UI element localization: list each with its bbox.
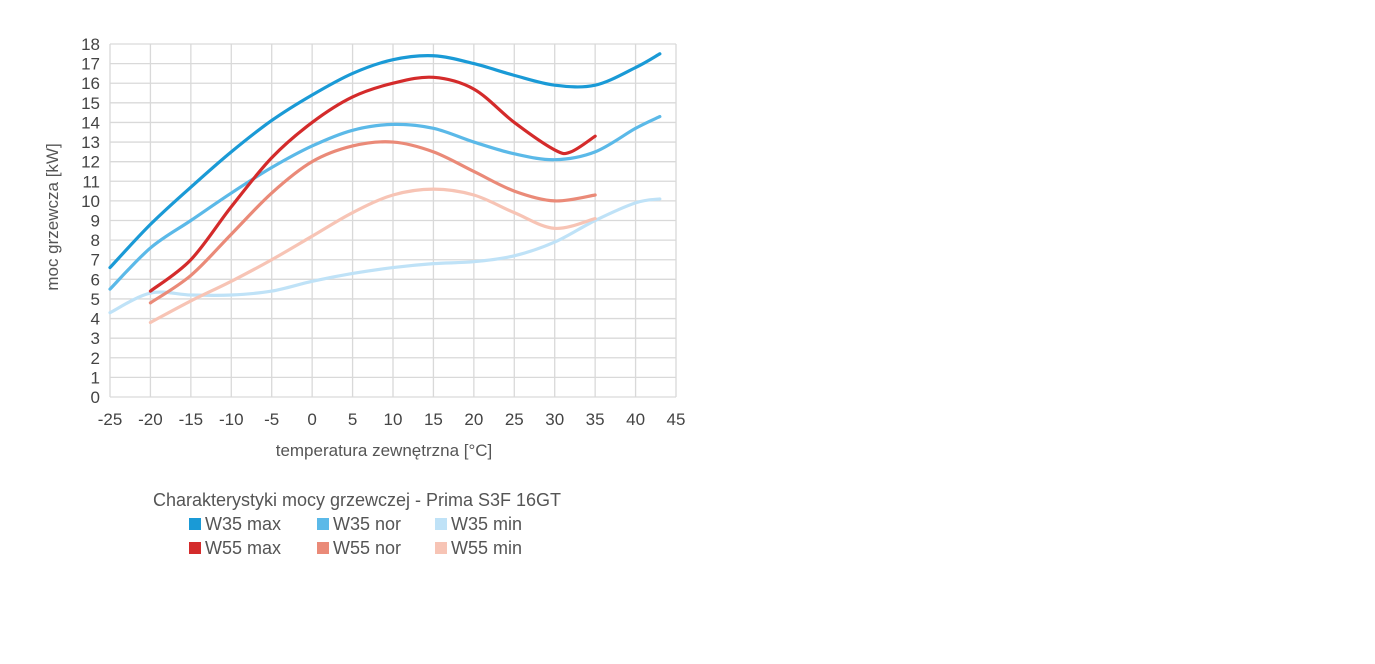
chart-title: Charakterystyki mocy grzewczej - Prima S…	[153, 490, 561, 510]
x-tick-label: 45	[667, 410, 686, 429]
legend-swatch	[189, 518, 201, 530]
y-axis-title: moc grzewcza [kW]	[43, 143, 62, 290]
series-line-w55-min	[148, 187, 597, 325]
legend-label: W55 min	[451, 538, 522, 558]
x-tick-label: 30	[545, 410, 564, 429]
legend-swatch	[435, 518, 447, 530]
y-tick-label: 1	[91, 368, 100, 387]
legend-label: W35 max	[205, 514, 281, 534]
y-tick-label: 0	[91, 388, 100, 407]
y-tick-label: 6	[91, 270, 100, 289]
y-tick-label: 5	[91, 290, 100, 309]
y-tick-label: 4	[91, 310, 100, 329]
legend-swatch	[189, 542, 201, 554]
x-tick-label: -25	[98, 410, 123, 429]
y-tick-label: 14	[81, 113, 100, 132]
legend: W35 max W35 nor W35 min W55 max W55 nor W55 m…	[189, 514, 522, 558]
x-tick-label: 0	[307, 410, 316, 429]
y-tick-label: 3	[91, 329, 100, 348]
series-line-w55-nor	[148, 140, 597, 305]
y-tick-label: 16	[81, 74, 100, 93]
legend-label: W35 nor	[333, 514, 401, 534]
y-tick-label: 7	[91, 251, 100, 270]
series-line-w55-max	[148, 75, 597, 293]
x-axis-ticks: -25 -20 -15 -10 -5 0 5 10 15 20 25 30 35 40 45	[98, 410, 686, 429]
y-tick-label: 17	[81, 55, 100, 74]
x-axis-title: temperatura zewnętrzna [°C]	[276, 441, 493, 460]
x-tick-label: -10	[219, 410, 244, 429]
legend-label: W55 max	[205, 538, 281, 558]
y-tick-label: 2	[91, 349, 100, 368]
legend-swatch	[317, 518, 329, 530]
x-tick-label: -20	[138, 410, 163, 429]
series-line-w35-nor	[108, 114, 662, 291]
x-tick-label: 15	[424, 410, 443, 429]
legend-label: W55 nor	[333, 538, 401, 558]
x-tick-label: 20	[464, 410, 483, 429]
y-tick-label: 8	[91, 231, 100, 250]
y-tick-label: 13	[81, 133, 100, 152]
x-tick-label: -5	[264, 410, 279, 429]
series-lines	[108, 52, 662, 325]
y-tick-label: 15	[81, 94, 100, 113]
y-tick-label: 10	[81, 192, 100, 211]
x-tick-label: 5	[348, 410, 357, 429]
x-tick-label: 40	[626, 410, 645, 429]
series-line-w35-max	[108, 52, 662, 270]
y-tick-label: 18	[81, 35, 100, 54]
x-tick-label: -15	[179, 410, 204, 429]
x-tick-label: 10	[384, 410, 403, 429]
legend-swatch	[435, 542, 447, 554]
x-tick-label: 25	[505, 410, 524, 429]
x-tick-label: 35	[586, 410, 605, 429]
y-tick-label: 11	[82, 172, 100, 191]
legend-swatch	[317, 542, 329, 554]
legend-label: W35 min	[451, 514, 522, 534]
y-tick-label: 12	[81, 153, 100, 172]
y-tick-label: 9	[91, 212, 100, 231]
